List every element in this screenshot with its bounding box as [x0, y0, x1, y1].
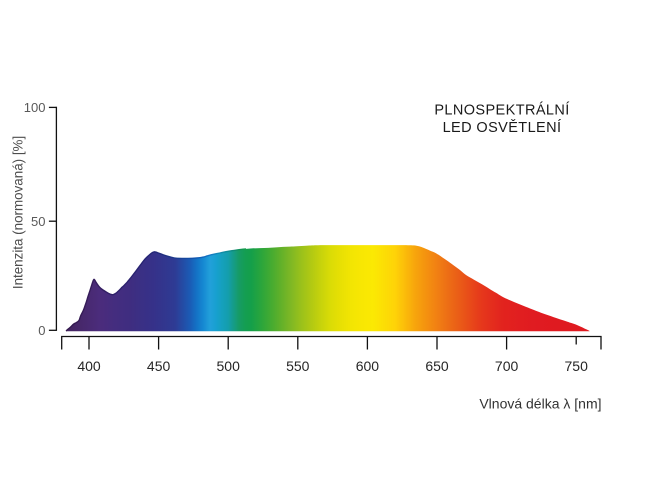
svg-text:PLNOSPEKTRÁLNÍ: PLNOSPEKTRÁLNÍ [434, 101, 569, 118]
svg-text:450: 450 [147, 358, 171, 374]
svg-text:700: 700 [495, 358, 519, 374]
svg-text:750: 750 [565, 358, 589, 374]
svg-text:550: 550 [286, 358, 310, 374]
svg-text:LED OSVĚTLENÍ: LED OSVĚTLENÍ [443, 119, 562, 136]
svg-text:650: 650 [425, 358, 449, 374]
svg-text:100: 100 [24, 100, 46, 115]
svg-text:0: 0 [38, 323, 45, 338]
svg-text:Intenzita (normovaná) [%]: Intenzita (normovaná) [%] [11, 136, 26, 289]
svg-text:Vlnová délka λ [nm]: Vlnová délka λ [nm] [479, 396, 601, 412]
svg-text:600: 600 [356, 358, 380, 374]
svg-text:500: 500 [217, 358, 241, 374]
svg-text:50: 50 [31, 214, 45, 229]
svg-text:400: 400 [77, 358, 101, 374]
